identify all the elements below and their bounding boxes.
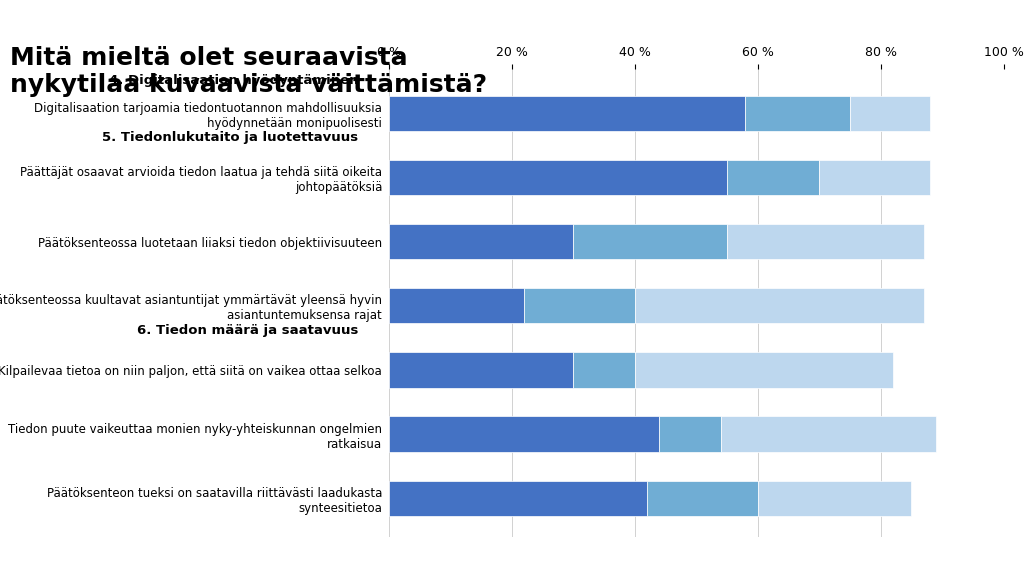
- Bar: [389, 352, 573, 388]
- Bar: [727, 224, 924, 259]
- Bar: [758, 481, 911, 516]
- Bar: [635, 288, 924, 324]
- Bar: [389, 416, 659, 452]
- Bar: [745, 96, 850, 131]
- Text: 6. Tiedon määrä ja saatavuus: 6. Tiedon määrä ja saatavuus: [137, 324, 358, 337]
- Bar: [727, 160, 819, 195]
- Text: 4. Digitalisaation hyödyntäminen: 4. Digitalisaation hyödyntäminen: [109, 74, 358, 87]
- Bar: [647, 481, 758, 516]
- Bar: [524, 288, 635, 324]
- Bar: [389, 160, 727, 195]
- Bar: [635, 352, 893, 388]
- Bar: [389, 96, 745, 131]
- Bar: [389, 288, 524, 324]
- Bar: [573, 352, 635, 388]
- Bar: [721, 416, 936, 452]
- Bar: [389, 224, 573, 259]
- Text: 5. Tiedonlukutaito ja luotettavuus: 5. Tiedonlukutaito ja luotettavuus: [102, 131, 358, 144]
- Text: Mitä mieltä olet seuraavista
nykytilaa kuvaavista väittämistä?: Mitä mieltä olet seuraavista nykytilaa k…: [10, 46, 487, 98]
- Bar: [819, 160, 930, 195]
- Bar: [573, 224, 727, 259]
- Bar: [659, 416, 721, 452]
- Bar: [389, 481, 647, 516]
- Bar: [850, 96, 930, 131]
